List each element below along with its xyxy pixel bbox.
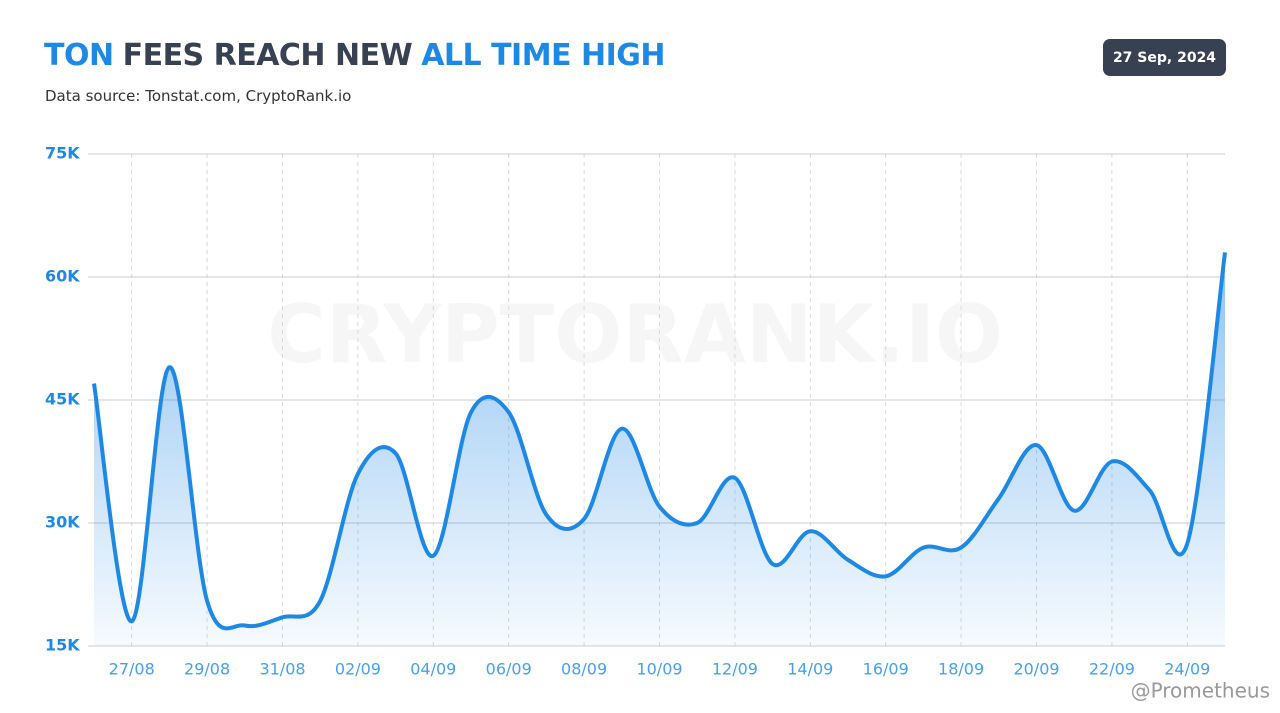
subtitle: Data source: Tonstat.com, CryptoRank.io	[45, 87, 352, 105]
x-tick-label: 08/09	[561, 660, 607, 679]
y-tick-label: 30K	[45, 513, 80, 532]
y-tick-label: 75K	[45, 144, 80, 163]
x-tick-label: 27/08	[109, 660, 155, 679]
x-tick-label: 04/09	[410, 660, 456, 679]
chart-title: TON FEES REACH NEW ALL TIME HIGH	[44, 38, 674, 73]
credit: @Prometheus	[1131, 679, 1270, 703]
x-tick-label: 02/09	[335, 660, 381, 679]
x-tick-label: 12/09	[712, 660, 758, 679]
y-tick-label: 60K	[45, 267, 80, 286]
date-badge: 27 Sep, 2024	[1103, 39, 1226, 76]
title-part: TON	[44, 38, 114, 73]
line	[92, 252, 1227, 631]
y-tick-label: 15K	[45, 636, 80, 655]
x-tick-label: 29/08	[184, 660, 230, 679]
watermark: CRYPTORANK.IO	[267, 288, 1003, 381]
title-part: ALL TIME HIGH	[421, 38, 665, 73]
title-part: FEES REACH NEW	[122, 38, 413, 73]
x-tick-label: 06/09	[486, 660, 532, 679]
x-tick-label: 16/09	[863, 660, 909, 679]
x-tick-label: 20/09	[1013, 660, 1059, 679]
area	[94, 252, 1225, 646]
x-tick-label: 22/09	[1089, 660, 1135, 679]
x-tick-label: 14/09	[787, 660, 833, 679]
x-tick-label: 10/09	[636, 660, 682, 679]
x-tick-label: 24/09	[1164, 660, 1210, 679]
x-tick-label: 31/08	[259, 660, 305, 679]
y-tick-label: 45K	[45, 390, 80, 409]
x-tick-label: 18/09	[938, 660, 984, 679]
